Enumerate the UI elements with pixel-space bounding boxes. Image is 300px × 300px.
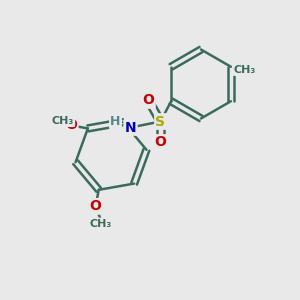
Text: O: O	[65, 118, 77, 132]
Text: N: N	[125, 121, 136, 134]
Text: CH₃: CH₃	[52, 116, 74, 126]
Text: CH₃: CH₃	[89, 219, 111, 229]
Text: O: O	[90, 199, 102, 213]
Text: CH₃: CH₃	[233, 65, 256, 75]
Text: H: H	[110, 115, 121, 128]
Text: O: O	[142, 94, 154, 107]
Text: O: O	[154, 136, 166, 149]
Text: S: S	[155, 115, 166, 128]
